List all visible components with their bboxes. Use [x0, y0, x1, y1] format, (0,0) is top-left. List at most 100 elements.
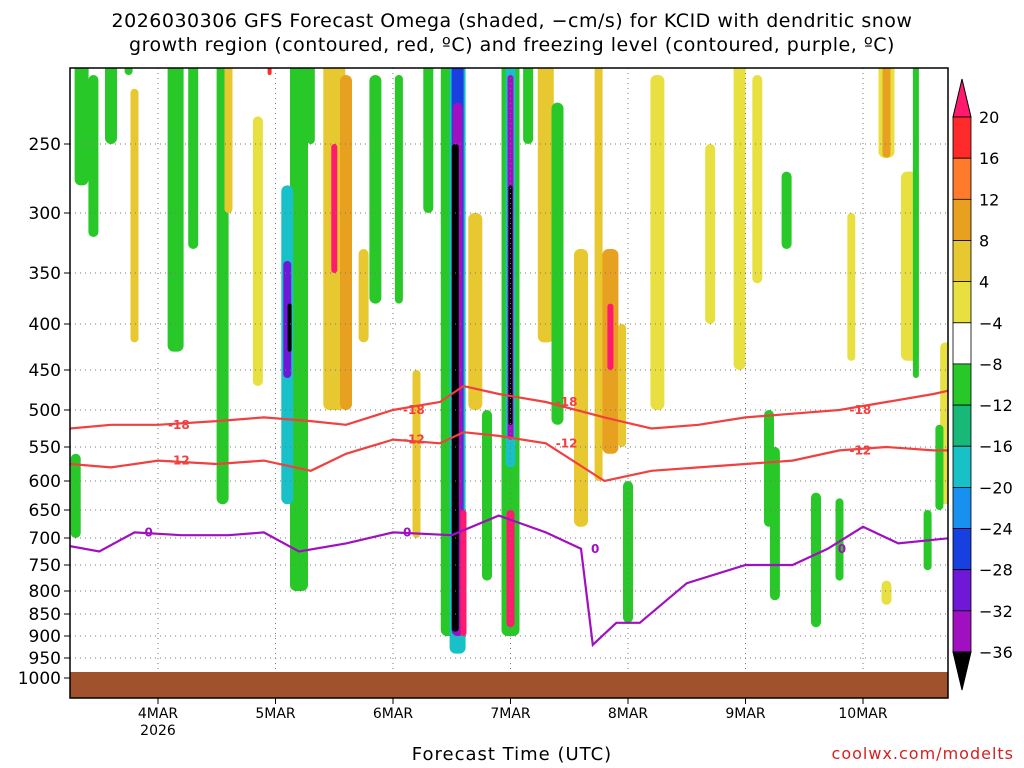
x-tick-label: 5MAR — [255, 706, 296, 722]
omega-cell — [423, 68, 434, 213]
colorbar: 20 16 12 8 4 −4 −8 −12 −16 −20 −24 −28 −32 −36 — [952, 78, 1013, 691]
y-tick-label: 700 — [29, 529, 61, 549]
omega-cell — [523, 68, 534, 144]
omega-cell — [130, 88, 139, 343]
colorbar-label: −28 — [979, 561, 1013, 580]
y-tick-label: 800 — [29, 582, 61, 602]
contour-label: -18 — [403, 403, 425, 417]
temperature-contours: -18 -18 -18 -18 -12 -12 -12 -12 0 0 0 0 — [70, 384, 948, 648]
y-tick-label: 350 — [29, 264, 61, 284]
contour-label: -18 — [850, 403, 872, 417]
colorbar-segment — [952, 240, 972, 283]
colorbar-segment — [952, 528, 972, 571]
omega-cell — [929, 0, 939, 47]
x-axis: 4MAR 5MAR 6MAR 7MAR 8MAR 9MAR 10MAR 2026 — [138, 698, 888, 739]
credit-text: coolwx.com/modelts — [831, 744, 1014, 763]
colorbar-segment — [952, 486, 972, 529]
contour-label: -18 — [556, 395, 578, 409]
omega-cell — [224, 68, 233, 213]
colorbar-label: −36 — [979, 643, 1013, 662]
y-tick-label: 600 — [29, 472, 61, 492]
omega-cell — [88, 75, 99, 237]
omega-cell — [287, 303, 292, 352]
omega-cell — [306, 68, 315, 144]
y-tick-label: 900 — [29, 627, 61, 647]
colorbar-label: 12 — [979, 190, 999, 209]
omega-cell — [105, 68, 117, 144]
y-tick-label: 950 — [29, 649, 61, 669]
omega-cell — [369, 75, 382, 304]
omega-cell — [618, 324, 627, 447]
omega-cell — [412, 370, 421, 538]
contour-label: -18 — [168, 418, 190, 432]
omega-cell — [451, 144, 459, 632]
omega-cell — [267, 68, 272, 75]
omega-cell — [847, 213, 856, 361]
x-tick-label: 8MAR — [608, 706, 649, 722]
contour-label: -12 — [850, 443, 872, 457]
omega-cell — [124, 68, 133, 75]
colorbar-label: 20 — [979, 108, 999, 127]
colorbar-segment — [952, 445, 972, 488]
omega-cell — [594, 68, 603, 481]
y-tick-label: 750 — [29, 556, 61, 576]
omega-cell — [508, 185, 513, 425]
colorbar-label: −4 — [979, 314, 1003, 333]
chart-title-line1: 2026030306 GFS Forecast Omega (shaded, −… — [111, 10, 913, 32]
colorbar-segment — [952, 116, 972, 159]
colorbar-segment — [952, 281, 972, 324]
omega-cell — [70, 453, 81, 538]
omega-cell — [74, 68, 89, 186]
colorbar-segment — [952, 322, 972, 365]
omega-cell — [551, 102, 564, 425]
x-tick-label: 7MAR — [490, 706, 531, 722]
colorbar-label: 8 — [979, 232, 989, 251]
omega-cell — [623, 481, 633, 623]
omega-cell — [671, 0, 679, 6]
y-tick-label: 500 — [29, 401, 61, 421]
y-axis: 2503003504004505005506006507007508008509… — [18, 135, 70, 689]
contour-line-0 — [70, 514, 948, 648]
omega-shading — [70, 0, 957, 654]
x-tick-label: 9MAR — [725, 706, 766, 722]
colorbar-segment — [952, 198, 972, 241]
y-tick-label: 850 — [29, 605, 61, 625]
colorbar-segment — [952, 363, 972, 406]
colorbar-label: −32 — [979, 602, 1013, 621]
contour-label: 0 — [838, 542, 846, 556]
contour-label: -12 — [168, 454, 190, 468]
y-tick-label: 550 — [29, 438, 61, 458]
colorbar-label: 4 — [979, 273, 989, 292]
x-axis-title: Forecast Time (UTC) — [411, 744, 613, 765]
x-tick-label: 4MAR — [138, 706, 179, 722]
colorbar-label: −20 — [979, 478, 1013, 497]
omega-cell — [935, 424, 944, 510]
colorbar-label: −24 — [979, 520, 1013, 539]
contour-line--12 — [70, 431, 948, 483]
omega-cell — [650, 75, 665, 410]
omega-cell — [460, 510, 467, 636]
omega-cell — [811, 492, 821, 628]
omega-cell — [331, 144, 338, 273]
omega-cell — [167, 68, 184, 352]
contour-line--18 — [70, 384, 948, 430]
colorbar-segment — [952, 569, 972, 612]
omega-cell — [358, 249, 369, 343]
colorbar-bottom-arrow — [952, 651, 972, 691]
colorbar-segment — [952, 610, 972, 653]
omega-cell — [733, 68, 746, 370]
omega-cell — [769, 447, 780, 601]
contour-label: 0 — [403, 525, 411, 539]
contour-label: -12 — [556, 436, 578, 450]
y-tick-label: 400 — [29, 315, 61, 335]
omega-cell — [945, 0, 957, 20]
terrain — [70, 672, 948, 698]
y-tick-label: 1000 — [18, 669, 61, 689]
omega-cell — [912, 68, 919, 378]
colorbar-label: −12 — [979, 396, 1013, 415]
x-tick-label: 6MAR — [373, 706, 414, 722]
y-tick-label: 250 — [29, 135, 61, 155]
plot-frame — [69, 67, 949, 699]
omega-cell — [394, 75, 403, 304]
colorbar-label: 16 — [979, 149, 999, 168]
